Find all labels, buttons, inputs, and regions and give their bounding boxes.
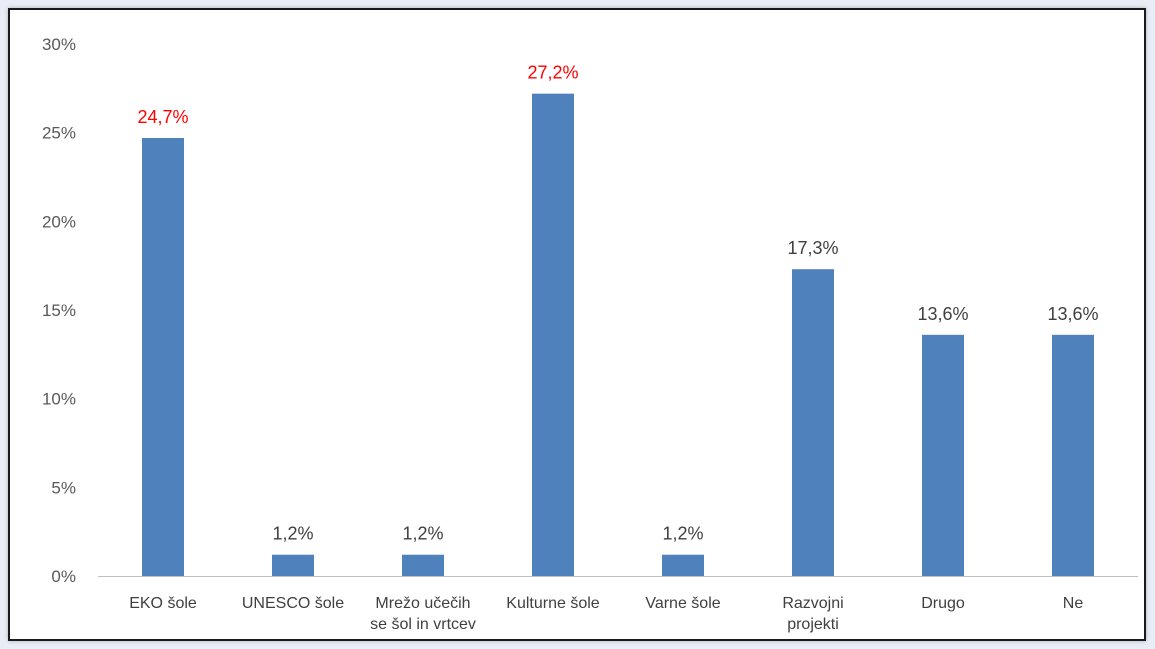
y-tick-label: 20% — [42, 212, 76, 231]
data-label: 17,3% — [787, 238, 838, 258]
bar-chart: 0% 5% 10% 15% 20% 25% 30% 24,7% 1,2% 1,2% 27,2% 1,… — [42, 35, 1138, 633]
category-label-line: EKO šole — [129, 595, 197, 612]
category-labels: EKO šole UNESCO šole Mrežo učečih se šol in… — [129, 595, 1083, 633]
bars — [142, 93, 1094, 577]
category-label-line: Mrežo učečih — [375, 595, 470, 612]
bar — [1052, 334, 1094, 576]
data-label: 13,6% — [1047, 304, 1098, 324]
category-label-line: Varne šole — [645, 595, 720, 612]
y-tick-label: 15% — [42, 301, 76, 320]
category-label: Kulturne šole — [506, 595, 599, 612]
y-axis: 0% 5% 10% 15% 20% 25% 30% — [42, 35, 76, 586]
data-labels: 24,7% 1,2% 1,2% 27,2% 1,2% 17,3% 13,6% 13,6% — [137, 63, 1098, 544]
chart-frame: 0% 5% 10% 15% 20% 25% 30% 24,7% 1,2% 1,2% 27,2% 1,… — [8, 8, 1146, 641]
category-label-line: Ne — [1063, 595, 1084, 612]
data-label: 13,6% — [917, 304, 968, 324]
category-label-line: projekti — [787, 616, 839, 633]
data-label: 1,2% — [662, 524, 703, 544]
category-label: UNESCO šole — [242, 595, 344, 612]
bar — [662, 554, 704, 576]
data-label: 1,2% — [402, 524, 443, 544]
category-label: Razvojni projekti — [782, 595, 843, 633]
category-label: Drugo — [921, 595, 965, 612]
category-label-line: UNESCO šole — [242, 595, 344, 612]
category-label-line: Kulturne šole — [506, 595, 599, 612]
data-label: 27,2% — [527, 63, 578, 83]
category-label-line: Drugo — [921, 595, 965, 612]
bar — [142, 137, 184, 576]
y-tick-label: 30% — [42, 35, 76, 54]
category-label-line: Razvojni — [782, 595, 843, 612]
y-tick-label: 0% — [51, 567, 76, 586]
bar — [532, 93, 574, 577]
data-label: 24,7% — [137, 107, 188, 127]
y-tick-label: 5% — [51, 478, 76, 497]
y-tick-label: 25% — [42, 124, 76, 143]
category-label: Mrežo učečih se šol in vrtcev — [370, 595, 476, 633]
bar — [272, 554, 314, 576]
bar — [402, 554, 444, 576]
category-label-line: se šol in vrtcev — [370, 616, 476, 633]
bar — [792, 269, 834, 576]
bar — [922, 334, 964, 576]
category-label: Ne — [1063, 595, 1084, 612]
y-tick-label: 10% — [42, 390, 76, 409]
data-label: 1,2% — [272, 524, 313, 544]
category-label: Varne šole — [645, 595, 720, 612]
category-label: EKO šole — [129, 595, 197, 612]
